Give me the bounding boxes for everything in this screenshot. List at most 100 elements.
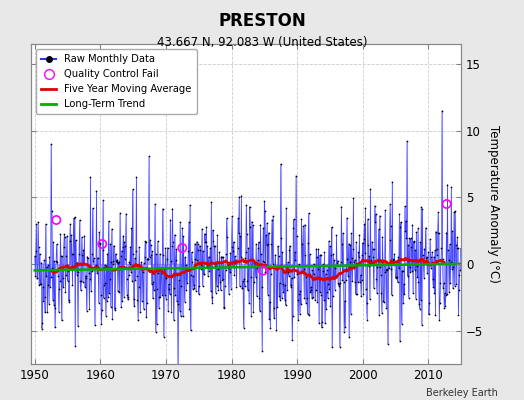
Point bbox=[156, 294, 165, 300]
Point bbox=[37, 281, 45, 288]
Point bbox=[389, 257, 398, 264]
Point bbox=[271, 252, 279, 258]
Point bbox=[218, 276, 226, 283]
Point bbox=[96, 292, 105, 298]
Point bbox=[432, 228, 440, 235]
Point bbox=[69, 251, 77, 258]
Point bbox=[345, 334, 353, 340]
Point bbox=[389, 256, 397, 262]
Point bbox=[162, 296, 170, 302]
Point bbox=[302, 300, 310, 306]
Point bbox=[68, 282, 77, 288]
Point bbox=[324, 280, 332, 287]
Point bbox=[94, 265, 102, 271]
Point bbox=[68, 251, 76, 258]
Point bbox=[383, 266, 391, 272]
Point bbox=[246, 274, 255, 281]
Point bbox=[300, 266, 308, 272]
Point bbox=[70, 263, 78, 270]
Point bbox=[384, 341, 392, 347]
Point bbox=[72, 260, 81, 266]
Point bbox=[285, 247, 293, 253]
Point bbox=[433, 230, 442, 236]
Point bbox=[140, 260, 148, 266]
Point bbox=[123, 292, 132, 298]
Point bbox=[49, 239, 58, 246]
Point bbox=[94, 300, 103, 306]
Point bbox=[128, 278, 136, 284]
Point bbox=[352, 239, 361, 245]
Point bbox=[206, 245, 214, 251]
Point bbox=[219, 254, 227, 260]
Point bbox=[93, 254, 102, 261]
Point bbox=[291, 249, 299, 256]
Point bbox=[405, 294, 413, 301]
Point bbox=[249, 222, 257, 228]
Point bbox=[160, 266, 169, 272]
Point bbox=[121, 256, 129, 262]
Point bbox=[283, 259, 292, 265]
Point bbox=[360, 221, 368, 227]
Point bbox=[241, 283, 249, 289]
Point bbox=[152, 321, 161, 328]
Point bbox=[263, 242, 271, 248]
Point bbox=[385, 236, 394, 243]
Point bbox=[149, 295, 157, 302]
Point bbox=[447, 266, 456, 272]
Point bbox=[445, 289, 453, 295]
Point bbox=[366, 296, 374, 302]
Point bbox=[293, 271, 301, 278]
Point bbox=[380, 269, 389, 275]
Point bbox=[213, 232, 222, 238]
Point bbox=[90, 255, 98, 262]
Point bbox=[88, 268, 96, 274]
Point bbox=[319, 261, 328, 267]
Point bbox=[435, 317, 443, 323]
Point bbox=[216, 278, 224, 285]
Point bbox=[352, 290, 360, 297]
Point bbox=[214, 266, 222, 272]
Point bbox=[258, 348, 266, 354]
Point bbox=[293, 296, 302, 303]
Point bbox=[86, 276, 94, 282]
Point bbox=[409, 290, 417, 297]
Point bbox=[369, 254, 377, 260]
Point bbox=[301, 221, 309, 228]
Point bbox=[226, 269, 234, 275]
Point bbox=[388, 179, 397, 185]
Point bbox=[288, 275, 296, 281]
Point bbox=[54, 309, 63, 315]
Point bbox=[214, 287, 223, 293]
Point bbox=[131, 277, 139, 283]
Point bbox=[104, 218, 113, 224]
Point bbox=[441, 290, 449, 296]
Point bbox=[316, 289, 324, 296]
Point bbox=[278, 249, 287, 256]
Point bbox=[317, 292, 325, 299]
Point bbox=[378, 310, 386, 316]
Point bbox=[408, 222, 417, 228]
Point bbox=[157, 270, 166, 276]
Point bbox=[110, 242, 118, 249]
Point bbox=[144, 256, 152, 262]
Point bbox=[108, 315, 116, 322]
Point bbox=[390, 251, 399, 258]
Point bbox=[215, 249, 224, 255]
Point bbox=[355, 254, 363, 260]
Point bbox=[153, 286, 161, 292]
Point bbox=[368, 239, 376, 245]
Point bbox=[181, 254, 189, 261]
Point bbox=[250, 260, 259, 266]
Point bbox=[455, 272, 464, 278]
Point bbox=[359, 236, 368, 242]
Point bbox=[222, 215, 231, 222]
Point bbox=[283, 287, 291, 293]
Point bbox=[318, 324, 326, 331]
Point bbox=[264, 241, 272, 247]
Point bbox=[310, 270, 318, 277]
Point bbox=[296, 287, 304, 294]
Point bbox=[273, 304, 281, 310]
Point bbox=[52, 217, 61, 223]
Point bbox=[388, 292, 396, 298]
Point bbox=[312, 246, 321, 252]
